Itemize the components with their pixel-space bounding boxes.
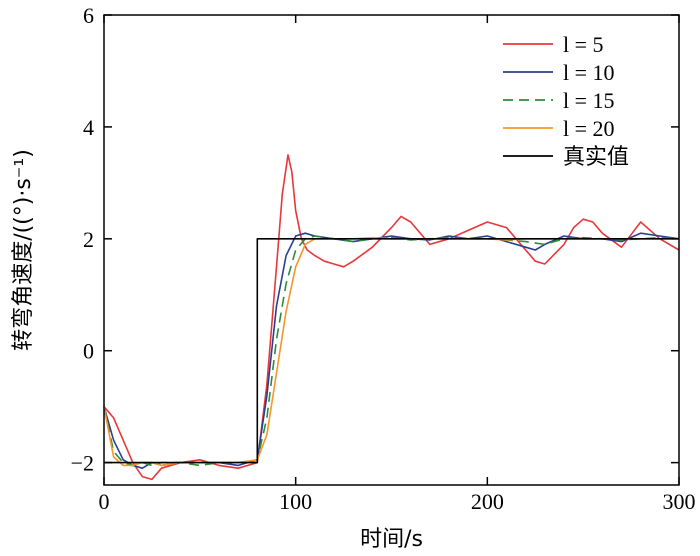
y-tick-label: 2 xyxy=(83,227,94,252)
series-line-5 xyxy=(104,238,679,464)
x-tick-label: 100 xyxy=(279,489,312,514)
y-tick-label: 4 xyxy=(83,115,94,140)
x-tick-label: 0 xyxy=(99,489,110,514)
y-tick-label: 0 xyxy=(83,339,94,364)
legend-label: l = 5 xyxy=(563,32,604,57)
series-line-1 xyxy=(103,154,680,481)
y-tick-label: 6 xyxy=(83,3,94,28)
series-line-2 xyxy=(103,232,680,469)
series-line-3 xyxy=(103,235,680,467)
series-lines xyxy=(103,154,680,481)
x-tick-label: 200 xyxy=(471,489,504,514)
x-tick-label: 300 xyxy=(663,489,696,514)
y-axis-label: 转弯角速度/((°)·s⁻¹) xyxy=(11,149,36,351)
y-tick-label: −2 xyxy=(71,451,94,476)
legend: l = 5 l = 10 l = 15 l = 20 真实值 xyxy=(503,32,629,169)
series-line-4 xyxy=(103,236,679,467)
legend-label: l = 10 xyxy=(563,60,615,85)
legend-label: l = 15 xyxy=(563,88,615,113)
legend-label: 真实值 xyxy=(563,144,629,169)
plot-frame xyxy=(103,14,680,486)
x-axis-label: 时间/s xyxy=(360,527,423,552)
legend-label: l = 20 xyxy=(563,116,615,141)
